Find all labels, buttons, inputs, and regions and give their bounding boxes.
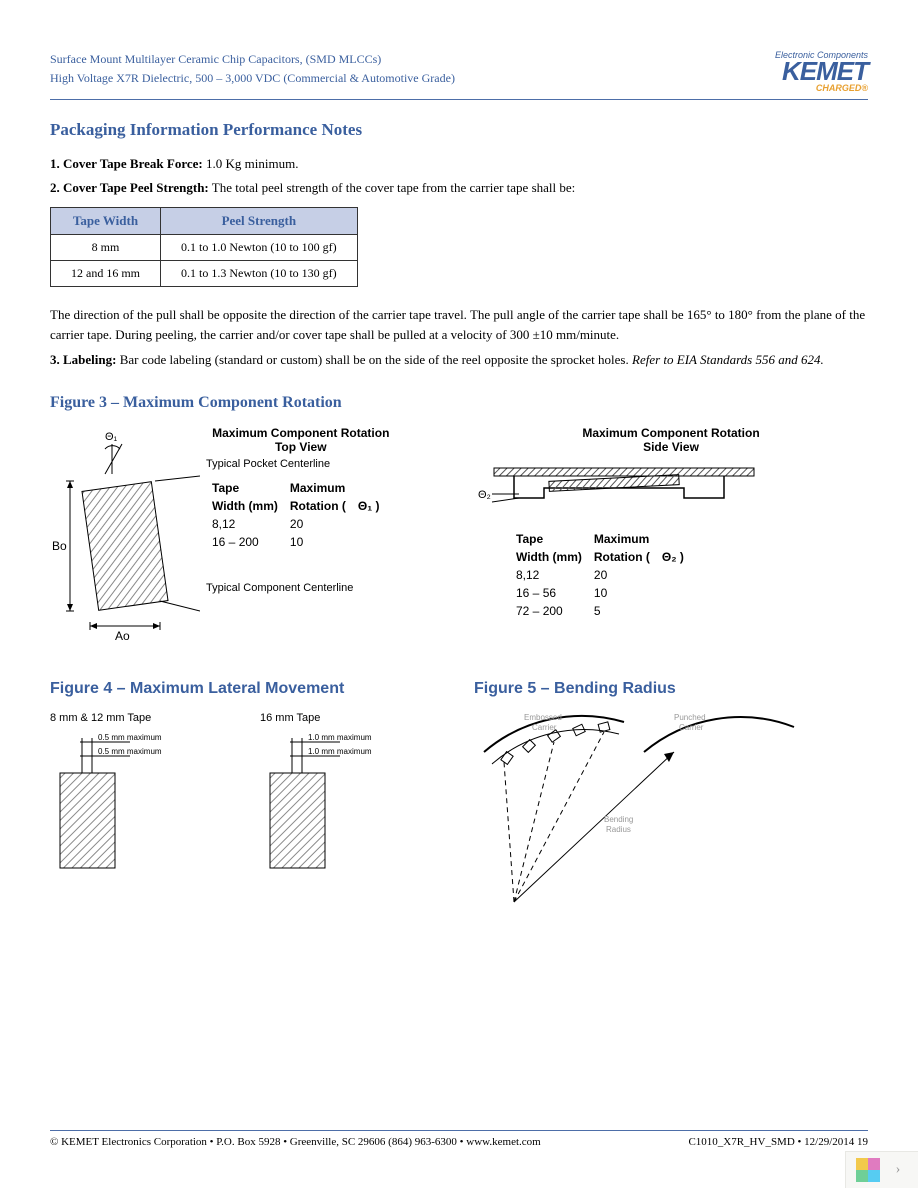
cell: 8 mm bbox=[51, 235, 161, 261]
note-3-text: Bar code labeling (standard or custom) s… bbox=[116, 352, 632, 367]
note-1-label: 1. Cover Tape Break Force: bbox=[50, 156, 203, 171]
next-page-button[interactable]: › bbox=[888, 1160, 908, 1180]
peel-strength-table: Tape Width Peel Strength 8 mm 0.1 to 1.0… bbox=[50, 207, 358, 287]
dim-label: 0.5 mm maximum bbox=[98, 733, 162, 742]
top-view-title: Maximum Component Rotation Top View bbox=[210, 426, 392, 454]
tape-16-label: 16 mm Tape bbox=[260, 712, 420, 724]
dim-label: 1.0 mm maximum bbox=[308, 747, 372, 756]
lateral-16-diagram: 1.0 mm maximum 1.0 mm maximum bbox=[260, 728, 420, 878]
svg-text:Ao: Ao bbox=[115, 629, 130, 643]
svg-text:Θ₁: Θ₁ bbox=[105, 431, 118, 443]
figure-5-title: Figure 5 – Bending Radius bbox=[474, 680, 868, 698]
note-3-ref: Refer to EIA Standards 556 and 624. bbox=[632, 352, 824, 367]
note-2-text: The total peel strength of the cover tap… bbox=[209, 180, 576, 195]
footer-left: © KEMET Electronics Corporation • P.O. B… bbox=[50, 1136, 541, 1148]
header-line1: Surface Mount Multilayer Ceramic Chip Ca… bbox=[50, 50, 455, 69]
note-2: 2. Cover Tape Peel Strength: The total p… bbox=[50, 178, 868, 198]
cell: 0.1 to 1.0 Newton (10 to 100 gf) bbox=[161, 235, 358, 261]
section-title: Packaging Information Performance Notes bbox=[50, 120, 868, 140]
page-navigator: › bbox=[845, 1151, 918, 1188]
col-peel-strength: Peel Strength bbox=[161, 208, 358, 235]
component-centerline-label: Typical Component Centerline bbox=[206, 582, 392, 594]
punched-label: Punched bbox=[674, 713, 706, 722]
footer-right: C1010_X7R_HV_SMD • 12/29/2014 19 bbox=[688, 1136, 868, 1148]
page-footer: © KEMET Electronics Corporation • P.O. B… bbox=[50, 1130, 868, 1148]
figures-4-5-row: Figure 4 – Maximum Lateral Movement 8 mm… bbox=[50, 656, 868, 915]
pull-direction-para: The direction of the pull shall be oppos… bbox=[50, 305, 868, 344]
figure-3-title: Figure 3 – Maximum Component Rotation bbox=[50, 394, 868, 412]
figure-5: Figure 5 – Bending Radius Embossed Carri… bbox=[474, 656, 868, 915]
col-tape-width: Tape Width bbox=[51, 208, 161, 235]
figure-3-top-view: Θ₁ bbox=[50, 426, 444, 646]
side-view-title: Maximum Component Rotation Side View bbox=[474, 426, 868, 454]
header-line2: High Voltage X7R Dielectric, 500 – 3,000… bbox=[50, 69, 455, 88]
pocket-centerline-label: Typical Pocket Centerline bbox=[206, 458, 392, 470]
note-1: 1. Cover Tape Break Force: 1.0 Kg minimu… bbox=[50, 154, 868, 174]
lateral-8-12-diagram: 0.5 mm maximum 0.5 mm maximum bbox=[50, 728, 210, 878]
cell: 0.1 to 1.3 Newton (10 to 130 gf) bbox=[161, 261, 358, 287]
logo-text: KEMET bbox=[775, 60, 868, 83]
svg-text:Bo: Bo bbox=[52, 539, 67, 553]
svg-text:Θ₂: Θ₂ bbox=[478, 489, 491, 501]
table-header-row: Tape Width Peel Strength bbox=[51, 208, 358, 235]
figure-4-title: Figure 4 – Maximum Lateral Movement bbox=[50, 680, 444, 698]
note-1-text: 1.0 Kg minimum. bbox=[203, 156, 299, 171]
tape-8-12-label: 8 mm & 12 mm Tape bbox=[50, 712, 210, 724]
figure-3-row: Θ₁ bbox=[50, 426, 868, 646]
note-2-label: 2. Cover Tape Peel Strength: bbox=[50, 180, 209, 195]
top-view-diagram: Θ₁ bbox=[50, 426, 200, 646]
side-rotation-table: TapeMaximum Width (mm)Rotation (Θ₂ ) 8,1… bbox=[514, 529, 696, 621]
top-rotation-table: TapeMaximum Width (mm)Rotation (Θ₁ ) 8,1… bbox=[210, 478, 392, 552]
dim-label: 0.5 mm maximum bbox=[98, 747, 162, 756]
dim-label: 1.0 mm maximum bbox=[308, 733, 372, 742]
cell: 12 and 16 mm bbox=[51, 261, 161, 287]
embossed-label2: Carrier bbox=[532, 723, 557, 732]
note-3-label: 3. Labeling: bbox=[50, 352, 116, 367]
kemet-logo: Electronic Components KEMET CHARGED® bbox=[775, 50, 868, 93]
bending-radius-diagram: Embossed Carrier Punched Carrier Bending… bbox=[474, 712, 834, 912]
page-header: Surface Mount Multilayer Ceramic Chip Ca… bbox=[50, 50, 868, 100]
embossed-label: Embossed bbox=[524, 713, 562, 722]
note-3: 3. Labeling: Bar code labeling (standard… bbox=[50, 350, 868, 370]
bending-label2: Radius bbox=[606, 825, 631, 834]
figure-3-side-view: Maximum Component Rotation Side View Θ₂ … bbox=[474, 426, 868, 646]
pager-logo-icon bbox=[856, 1158, 880, 1182]
punched-label2: Carrier bbox=[679, 723, 704, 732]
table-row: 8 mm 0.1 to 1.0 Newton (10 to 100 gf) bbox=[51, 235, 358, 261]
header-text: Surface Mount Multilayer Ceramic Chip Ca… bbox=[50, 50, 455, 88]
side-view-diagram: Θ₂ bbox=[474, 458, 774, 518]
bending-label: Bending bbox=[604, 815, 633, 824]
table-row: 12 and 16 mm 0.1 to 1.3 Newton (10 to 13… bbox=[51, 261, 358, 287]
figure-4: Figure 4 – Maximum Lateral Movement 8 mm… bbox=[50, 656, 444, 915]
